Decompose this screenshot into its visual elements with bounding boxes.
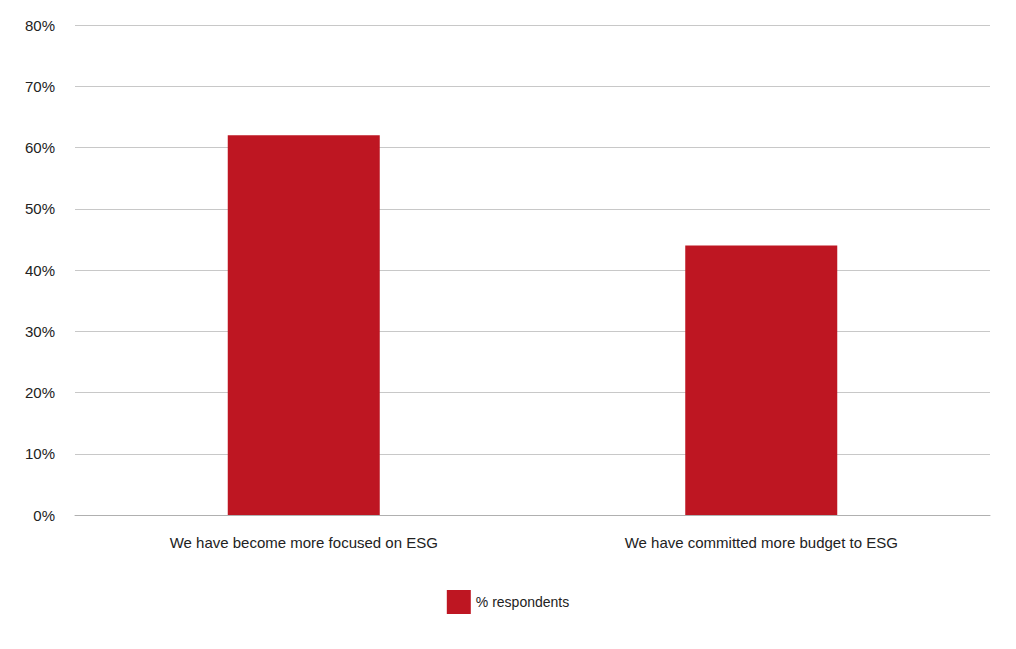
svg-text:50%: 50%	[25, 200, 55, 217]
svg-text:10%: 10%	[25, 445, 55, 462]
svg-text:20%: 20%	[25, 384, 55, 401]
svg-text:70%: 70%	[25, 78, 55, 95]
svg-text:80%: 80%	[25, 17, 55, 34]
svg-text:30%: 30%	[25, 323, 55, 340]
svg-text:60%: 60%	[25, 139, 55, 156]
svg-text:40%: 40%	[25, 262, 55, 279]
svg-text:We have become more focused on: We have become more focused on ESG	[170, 534, 438, 551]
svg-text:% respondents: % respondents	[476, 594, 569, 610]
svg-text:0%: 0%	[33, 507, 55, 524]
svg-text:We have committed more budget: We have committed more budget to ESG	[625, 534, 898, 551]
